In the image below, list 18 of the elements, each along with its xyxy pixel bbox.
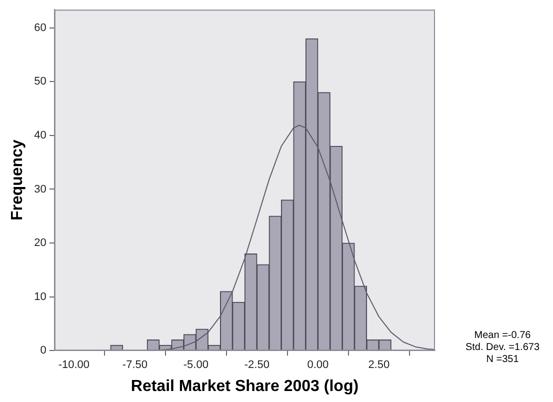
x-axis-title: Retail Market Share 2003 (log) bbox=[130, 378, 359, 395]
y-tick-label: 60 bbox=[34, 22, 46, 34]
y-tick-label: 50 bbox=[34, 76, 46, 88]
y-tick-label: 0 bbox=[40, 344, 46, 357]
y-tick-label: 40 bbox=[34, 129, 46, 142]
y-tick-label: 20 bbox=[34, 237, 46, 250]
x-tick-label: -7.50 bbox=[122, 359, 148, 372]
x-tick-label: 0.00 bbox=[307, 359, 329, 372]
y-axis-title: Frequency bbox=[9, 140, 26, 221]
y-tick-label: 10 bbox=[34, 290, 46, 303]
x-tick-label: 2.50 bbox=[368, 359, 390, 372]
text: Mean =-0.76 bbox=[473, 330, 532, 342]
text: Std. Dev. =1.673 bbox=[464, 342, 541, 354]
y-tick-label: 30 bbox=[34, 183, 46, 196]
text: N =351 bbox=[485, 354, 520, 366]
x-tick-label: -10.00 bbox=[58, 359, 90, 372]
x-tick-label: -2.50 bbox=[244, 359, 270, 372]
x-tick-label: -5.00 bbox=[183, 359, 208, 372]
